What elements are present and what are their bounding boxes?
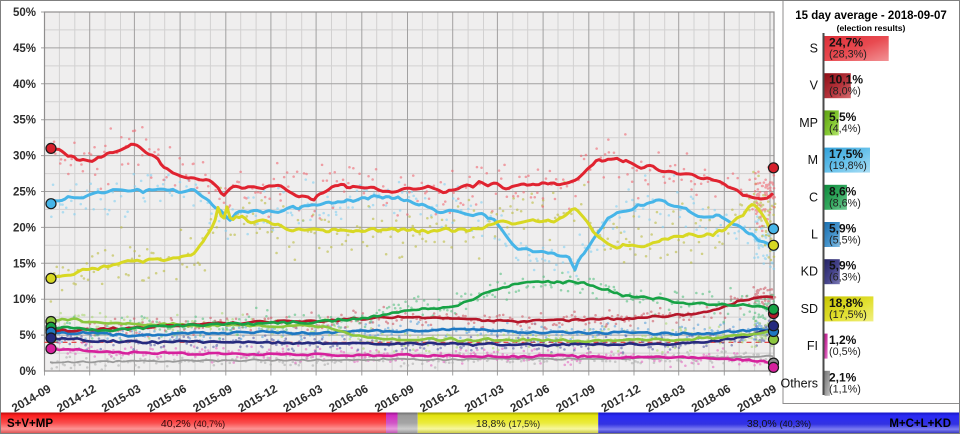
svg-text:MP: MP: [799, 116, 818, 130]
svg-text:18,8% (17,5%): 18,8% (17,5%): [476, 418, 540, 430]
svg-text:10%: 10%: [13, 294, 36, 306]
svg-text:0%: 0%: [19, 366, 36, 378]
svg-text:50%: 50%: [13, 7, 36, 19]
svg-text:(0,5%): (0,5%): [829, 346, 861, 358]
svg-text:8,6%: 8,6%: [829, 184, 857, 198]
svg-text:(17,5%): (17,5%): [829, 309, 867, 321]
svg-text:(8,0%): (8,0%): [829, 86, 861, 98]
svg-text:M+C+L+KD: M+C+L+KD: [889, 418, 951, 430]
svg-text:M: M: [808, 153, 818, 167]
svg-text:Others: Others: [780, 376, 818, 390]
svg-text:17,5%: 17,5%: [829, 147, 863, 161]
svg-text:15 day average - 2018-09-07: 15 day average - 2018-09-07: [795, 10, 947, 22]
svg-text:2,1%: 2,1%: [829, 370, 857, 384]
svg-text:KD: KD: [801, 265, 818, 279]
svg-text:15%: 15%: [13, 258, 36, 270]
svg-text:(19,8%): (19,8%): [829, 160, 867, 172]
svg-text:30%: 30%: [13, 151, 36, 163]
svg-text:(election results): (election results): [837, 23, 906, 33]
svg-text:38,0% (40,3%): 38,0% (40,3%): [747, 418, 811, 430]
svg-text:35%: 35%: [13, 115, 36, 127]
svg-text:25%: 25%: [13, 187, 36, 199]
svg-text:(1,1%): (1,1%): [829, 383, 861, 395]
svg-text:5%: 5%: [19, 330, 36, 342]
svg-text:S+V+MP: S+V+MP: [7, 418, 53, 430]
svg-text:(5,5%): (5,5%): [829, 235, 861, 247]
svg-text:(28,3%): (28,3%): [829, 49, 867, 61]
svg-text:24,7%: 24,7%: [829, 36, 863, 50]
svg-text:S: S: [810, 42, 818, 56]
svg-text:5,9%: 5,9%: [829, 259, 857, 273]
svg-text:(4,4%): (4,4%): [829, 123, 861, 135]
svg-text:L: L: [811, 228, 818, 242]
svg-text:5,9%: 5,9%: [829, 222, 857, 236]
svg-text:(6,3%): (6,3%): [829, 272, 861, 284]
svg-text:20%: 20%: [13, 222, 36, 234]
svg-text:45%: 45%: [13, 43, 36, 55]
svg-text:40,2% (40,7%): 40,2% (40,7%): [161, 418, 225, 430]
svg-text:V: V: [810, 79, 819, 93]
svg-text:(8,6%): (8,6%): [829, 197, 861, 209]
svg-text:5,5%: 5,5%: [829, 110, 857, 124]
svg-text:FI: FI: [807, 339, 818, 353]
svg-text:18,8%: 18,8%: [829, 296, 863, 310]
svg-text:SD: SD: [801, 302, 818, 316]
svg-text:1,2%: 1,2%: [829, 333, 857, 347]
svg-text:40%: 40%: [13, 79, 36, 91]
svg-text:10,1%: 10,1%: [829, 73, 863, 87]
svg-text:C: C: [809, 190, 818, 204]
